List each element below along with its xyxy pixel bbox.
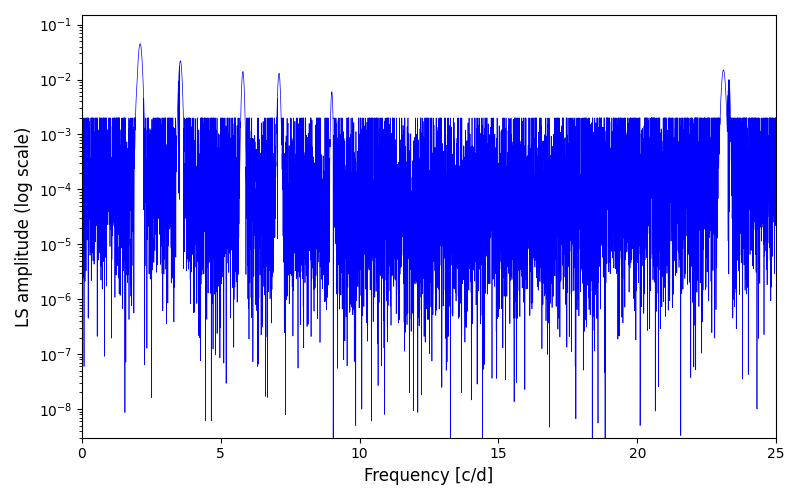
Y-axis label: LS amplitude (log scale): LS amplitude (log scale): [15, 126, 33, 326]
X-axis label: Frequency [c/d]: Frequency [c/d]: [364, 467, 494, 485]
